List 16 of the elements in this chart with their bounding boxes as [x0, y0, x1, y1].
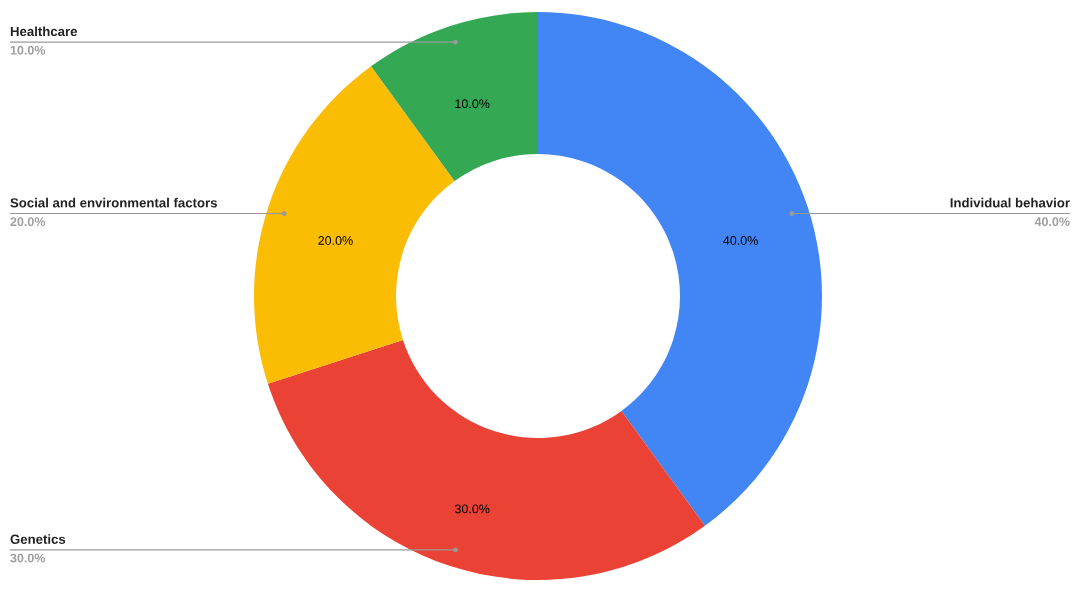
text: 40.0% [1034, 217, 1070, 227]
slice-label: Genetics [10, 534, 66, 544]
data-label: 10.0% [455, 99, 490, 109]
data-label: 30.0% [454, 504, 490, 514]
donut-slice [371, 12, 538, 182]
text: 30.0% [10, 553, 46, 563]
text: 10.0% [10, 45, 46, 55]
donut-slice [538, 12, 822, 526]
text: 20.0% [10, 217, 46, 227]
data-label: 40.0% [723, 236, 758, 245]
slice-label: Healthcare [10, 26, 78, 37]
donut-slice [267, 339, 705, 580]
slice-label: Social and environmental factors [10, 197, 217, 208]
slice-label: Individual behavior [950, 197, 1070, 208]
data-label: 20.0% [318, 236, 353, 245]
donut-slice [254, 66, 455, 384]
